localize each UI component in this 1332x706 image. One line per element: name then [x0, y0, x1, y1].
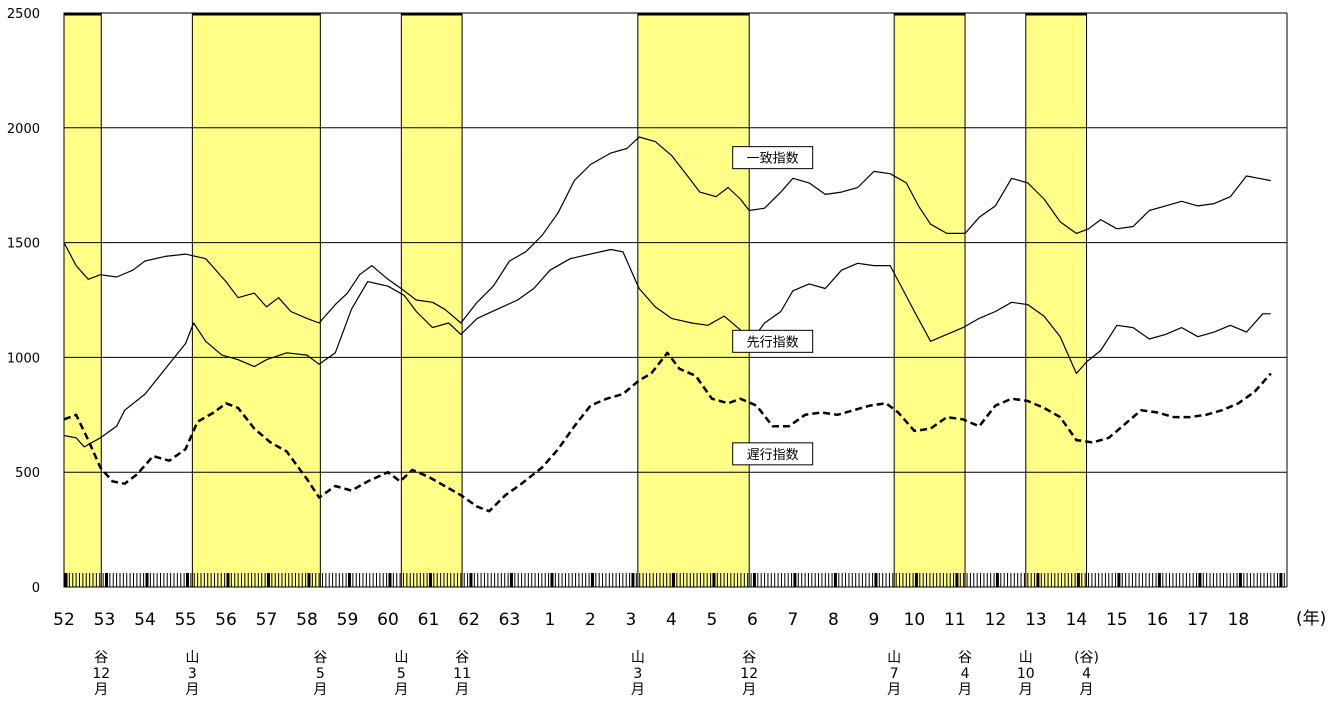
- x-tick-label-17: 6: [747, 610, 758, 630]
- turning-point-1-line-2: 月: [185, 682, 199, 698]
- series-label-2: 遅行指数: [747, 448, 799, 463]
- turning-point-6-line-1: 12: [740, 666, 758, 682]
- x-tick-label-0: 52: [53, 610, 75, 630]
- x-tick-label-9: 61: [418, 610, 440, 630]
- x-tick-label-5: 57: [256, 610, 278, 630]
- series-line-2: [63, 351, 1272, 513]
- x-tick-label-22: 11: [944, 610, 966, 630]
- turning-point-1-line-1: 3: [188, 666, 197, 682]
- turning-point-2-line-2: 月: [313, 682, 327, 698]
- turning-point-6-line-0: 谷: [742, 650, 756, 666]
- contraction-bands: [63, 12, 1088, 588]
- turning-point-0-line-2: 月: [94, 682, 108, 698]
- series-lines: [63, 136, 1272, 513]
- x-tick-label-7: 59: [337, 610, 359, 630]
- turning-point-3-line-1: 5: [397, 666, 406, 682]
- turning-point-7-line-1: 7: [890, 666, 899, 682]
- turning-point-4-line-2: 月: [455, 682, 469, 698]
- contraction-band-2: [400, 12, 463, 588]
- turning-point-7-line-0: 山: [887, 650, 901, 666]
- contraction-band-1: [191, 12, 321, 588]
- series-label-1: 先行指数: [747, 335, 799, 350]
- contraction-band-5: [1025, 12, 1088, 588]
- contraction-band-0: [63, 12, 102, 588]
- turning-point-10-line-1: 4: [1082, 666, 1091, 682]
- turning-point-4-line-1: 11: [453, 666, 471, 682]
- x-tick-label-10: 62: [458, 610, 480, 630]
- turning-point-0-line-0: 谷: [94, 650, 108, 666]
- x-tick-label-27: 16: [1147, 610, 1169, 630]
- x-tick-label-15: 4: [666, 610, 677, 630]
- x-tick-label-29: 18: [1228, 610, 1250, 630]
- turning-point-3-line-2: 月: [394, 682, 408, 698]
- y-tick-label-500: 500: [15, 466, 40, 481]
- y-tick-label-1000: 1000: [7, 351, 40, 366]
- x-tick-label-28: 17: [1187, 610, 1209, 630]
- turning-point-2-line-1: 5: [316, 666, 325, 682]
- series-label-0: 一致指数: [747, 152, 799, 167]
- turning-point-8-line-2: 月: [958, 682, 972, 698]
- monthly-tick-marks: [64, 573, 1285, 587]
- x-tick-label-11: 63: [499, 610, 521, 630]
- x-tick-label-18: 7: [788, 610, 799, 630]
- turning-point-8-line-0: 谷: [958, 650, 972, 666]
- series-label-box-0: [732, 146, 814, 170]
- turning-point-1-line-0: 山: [185, 650, 199, 666]
- turning-point-5-line-2: 月: [631, 682, 645, 698]
- turning-point-0-line-1: 12: [92, 666, 110, 682]
- y-axis: 0 500 1000 1500 2000 2500: [7, 7, 40, 596]
- series-line-1: [63, 136, 1271, 324]
- turning-point-4-line-0: 谷: [455, 650, 469, 666]
- contraction-band-4: [893, 12, 966, 588]
- x-axis: 52 53 54 55 56 57 58 59 60 61 62 63 1 2 3 4 5 6 7 8 9 10 11 12 1…: [53, 610, 1249, 630]
- turning-point-7-line-2: 月: [887, 682, 901, 698]
- x-tick-label-12: 1: [545, 610, 556, 630]
- x-tick-label-1: 53: [94, 610, 116, 630]
- contraction-band-3: [637, 12, 750, 588]
- series-line-0: [63, 248, 1271, 448]
- x-tick-label-2: 54: [134, 610, 156, 630]
- y-tick-label-1500: 1500: [7, 237, 40, 252]
- x-tick-label-14: 3: [626, 610, 637, 630]
- turning-point-10-line-0: (谷): [1074, 650, 1099, 666]
- turning-point-8-line-1: 4: [961, 666, 970, 682]
- x-tick-label-26: 15: [1106, 610, 1128, 630]
- x-tick-label-19: 8: [828, 610, 839, 630]
- y-tick-label-2500: 2500: [7, 7, 40, 22]
- y-tick-label-2000: 2000: [7, 122, 40, 137]
- x-tick-label-4: 56: [215, 610, 237, 630]
- turning-point-3-line-0: 山: [394, 650, 408, 666]
- turning-point-9-line-2: 月: [1019, 682, 1033, 698]
- turning-point-9-line-0: 山: [1019, 650, 1033, 666]
- x-tick-label-8: 60: [377, 610, 399, 630]
- x-tick-label-25: 14: [1066, 610, 1088, 630]
- x-tick-label-3: 55: [175, 610, 197, 630]
- turning-point-9-line-1: 10: [1017, 666, 1035, 682]
- turning-point-5-line-0: 山: [631, 650, 645, 666]
- x-axis-label: (年): [1296, 609, 1326, 629]
- turning-point-5-line-1: 3: [633, 666, 642, 682]
- x-tick-label-23: 12: [985, 610, 1007, 630]
- x-tick-label-21: 10: [904, 610, 926, 630]
- x-tick-label-13: 2: [585, 610, 596, 630]
- turning-point-2-line-0: 谷: [313, 650, 327, 666]
- series-label-box-2: [732, 442, 814, 466]
- series-label-box-1: [732, 329, 814, 353]
- x-tick-label-6: 58: [296, 610, 318, 630]
- turning-point-10-line-2: 月: [1080, 682, 1094, 698]
- turning-point-6-line-2: 月: [742, 682, 756, 698]
- y-tick-label-0: 0: [32, 581, 40, 596]
- x-tick-label-20: 9: [869, 610, 880, 630]
- x-tick-label-16: 5: [707, 610, 718, 630]
- x-tick-label-24: 13: [1025, 610, 1047, 630]
